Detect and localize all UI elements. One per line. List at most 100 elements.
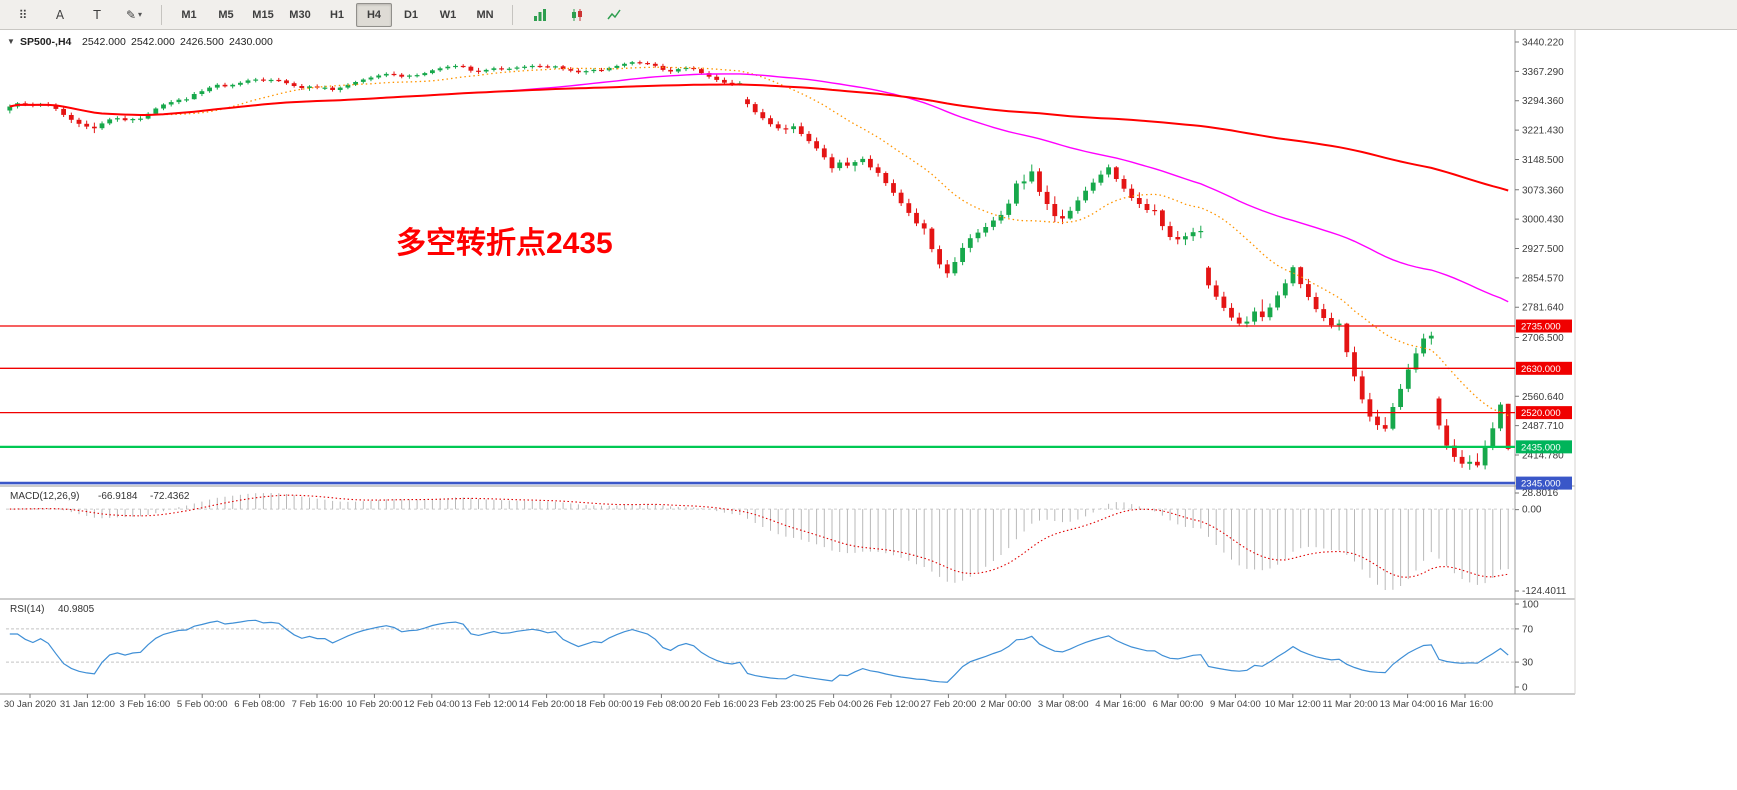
ma-fast-line [9, 66, 1509, 417]
time-axis[interactable]: 30 Jan 2020 31 Jan 12:00 3 Feb 16:00 5 Feb … [4, 694, 1493, 710]
macd-signal-line [9, 494, 1509, 578]
symbol-dropdown-icon[interactable]: ▼ [7, 37, 15, 46]
level-price-box [1516, 361, 1572, 375]
time-tick-label: 13 Mar 04:00 [1380, 699, 1436, 710]
ohlc-open: 2542.000 [82, 36, 126, 48]
toolbar: ⠿ A T ✎ ▾ M1 M5 M15 M30 H1 H4 D1 W1 MN [0, 0, 1737, 30]
level-price-tag: 2735.000 [1521, 322, 1561, 333]
price-tick-label: 2414.780 [1522, 451, 1564, 462]
drawing-tools-group: ⠿ A T ✎ ▾ [5, 3, 152, 27]
text-box-icon[interactable]: T [93, 7, 101, 22]
level-price-box [1516, 406, 1572, 420]
toolbar-separator [512, 4, 513, 25]
price-tick-label: 3367.290 [1522, 67, 1564, 78]
rsi-axis-label: 0 [1522, 683, 1528, 694]
time-tick-label: 7 Feb 16:00 [292, 699, 343, 710]
price-tick-label: 3148.500 [1522, 155, 1564, 166]
objects-grid-icon[interactable]: ⠿ [18, 7, 28, 22]
time-tick-label: 14 Feb 20:00 [519, 699, 575, 710]
time-tick-label: 13 Feb 12:00 [461, 699, 517, 710]
macd-axis-label: 0.00 [1522, 505, 1542, 516]
time-tick-label: 11 Mar 20:00 [1323, 699, 1378, 710]
macd-label: MACD(12,26,9) [10, 491, 79, 502]
time-tick-label: 3 Mar 08:00 [1038, 699, 1089, 710]
time-tick-label: 5 Feb 00:00 [177, 699, 228, 710]
timeframe-group: M1 M5 M15 M30 H1 H4 D1 W1 MN [171, 2, 503, 27]
timeframe-button-m5[interactable]: M5 [218, 8, 234, 21]
time-tick-label: 3 Feb 16:00 [119, 699, 170, 710]
timeframe-button-h4[interactable]: H4 [356, 2, 392, 27]
rsi-line [9, 619, 1509, 683]
time-tick-label: 9 Mar 04:00 [1210, 699, 1261, 710]
level-price-box [1516, 440, 1572, 454]
chart-type-group [522, 3, 632, 27]
draw-pencil-icon[interactable]: ✎ ▾ [125, 7, 143, 22]
toolbar-separator [161, 4, 162, 25]
price-tick-label: 2487.710 [1522, 421, 1564, 432]
level-price-box [1516, 319, 1572, 333]
price-tick-label: 2560.640 [1522, 392, 1564, 403]
time-tick-label: 23 Feb 23:00 [748, 699, 804, 710]
time-tick-label: 2 Mar 00:00 [980, 699, 1031, 710]
level-price-tag: 2435.000 [1521, 442, 1561, 453]
time-tick-label: 31 Jan 12:00 [60, 699, 115, 710]
rsi-value: 40.9805 [58, 604, 95, 615]
time-tick-label: 27 Feb 20:00 [920, 699, 976, 710]
time-tick-label: 20 Feb 16:00 [691, 699, 747, 710]
price-tick-label: 2854.570 [1522, 273, 1564, 284]
ma-slow-line [9, 83, 1509, 192]
chart-title-symbol: SP500-,H4 [20, 36, 72, 48]
label-a-icon[interactable]: A [55, 7, 65, 22]
timeframe-button-mn[interactable]: MN [476, 8, 494, 21]
timeframe-button-m30[interactable]: M30 [289, 8, 311, 21]
time-tick-label: 25 Feb 04:00 [806, 699, 862, 710]
time-tick-label: 10 Feb 20:00 [346, 699, 402, 710]
macd-value-2: -72.4362 [150, 491, 190, 502]
price-tick-label: 2781.640 [1522, 303, 1564, 314]
ohlc-close: 2430.000 [229, 36, 273, 48]
price-tick-label: 3073.360 [1522, 185, 1564, 196]
price-tick-label: 3440.220 [1522, 38, 1564, 49]
macd-value-1: -66.9184 [98, 491, 138, 502]
candlestick-chart-icon[interactable] [559, 3, 595, 27]
bar-chart-icon[interactable] [522, 3, 558, 27]
ohlc-low: 2426.500 [180, 36, 224, 48]
timeframe-button-m1[interactable]: M1 [181, 8, 197, 21]
timeframe-button-d1[interactable]: D1 [403, 8, 419, 21]
timeframe-button-m15[interactable]: M15 [252, 8, 274, 21]
rsi-label: RSI(14) [10, 604, 44, 615]
level-price-tag: 2345.000 [1521, 479, 1561, 490]
time-tick-label: 10 Mar 12:00 [1265, 699, 1321, 710]
level-price-box [1516, 476, 1572, 490]
time-tick-label: 6 Feb 08:00 [234, 699, 285, 710]
time-tick-label: 16 Mar 16:00 [1437, 699, 1493, 710]
price-tick-label: 3294.360 [1522, 96, 1564, 107]
timeframe-button-h1[interactable]: H1 [329, 8, 345, 21]
candlestick-series [7, 60, 1511, 470]
time-tick-label: 6 Mar 00:00 [1153, 699, 1204, 710]
price-tick-label: 3000.430 [1522, 215, 1564, 226]
time-tick-label: 12 Feb 04:00 [404, 699, 460, 710]
rsi-axis-label: 100 [1522, 600, 1539, 611]
macd-axis-label: -124.4011 [1522, 586, 1567, 597]
rsi-axis-label: 30 [1522, 658, 1534, 669]
time-tick-label: 4 Mar 16:00 [1095, 699, 1146, 710]
chart-annotation[interactable]: 多空转折点2435 [396, 227, 613, 260]
level-price-tag: 2630.000 [1521, 364, 1561, 375]
ohlc-high: 2542.000 [131, 36, 175, 48]
price-tick-label: 2706.500 [1522, 333, 1564, 344]
horizontal-levels[interactable]: 2735.000 2630.000 2520.000 2435.000 2345.000 [0, 319, 1572, 490]
timeframe-button-w1[interactable]: W1 [439, 8, 457, 21]
level-price-tag: 2520.000 [1521, 408, 1561, 419]
price-tick-label: 3221.430 [1522, 126, 1564, 137]
rsi-axis-label: 70 [1522, 624, 1534, 635]
time-tick-label: 30 Jan 2020 [4, 699, 56, 710]
line-chart-icon[interactable] [596, 3, 632, 27]
time-tick-label: 18 Feb 00:00 [576, 699, 632, 710]
macd-histogram [17, 493, 1509, 590]
macd-axis-label: 28.8016 [1522, 488, 1559, 499]
time-tick-label: 19 Feb 08:00 [633, 699, 689, 710]
time-tick-label: 26 Feb 12:00 [863, 699, 919, 710]
price-axis[interactable]: 3440.220 3367.290 3294.360 3221.430 3148.500… [1515, 38, 1567, 694]
